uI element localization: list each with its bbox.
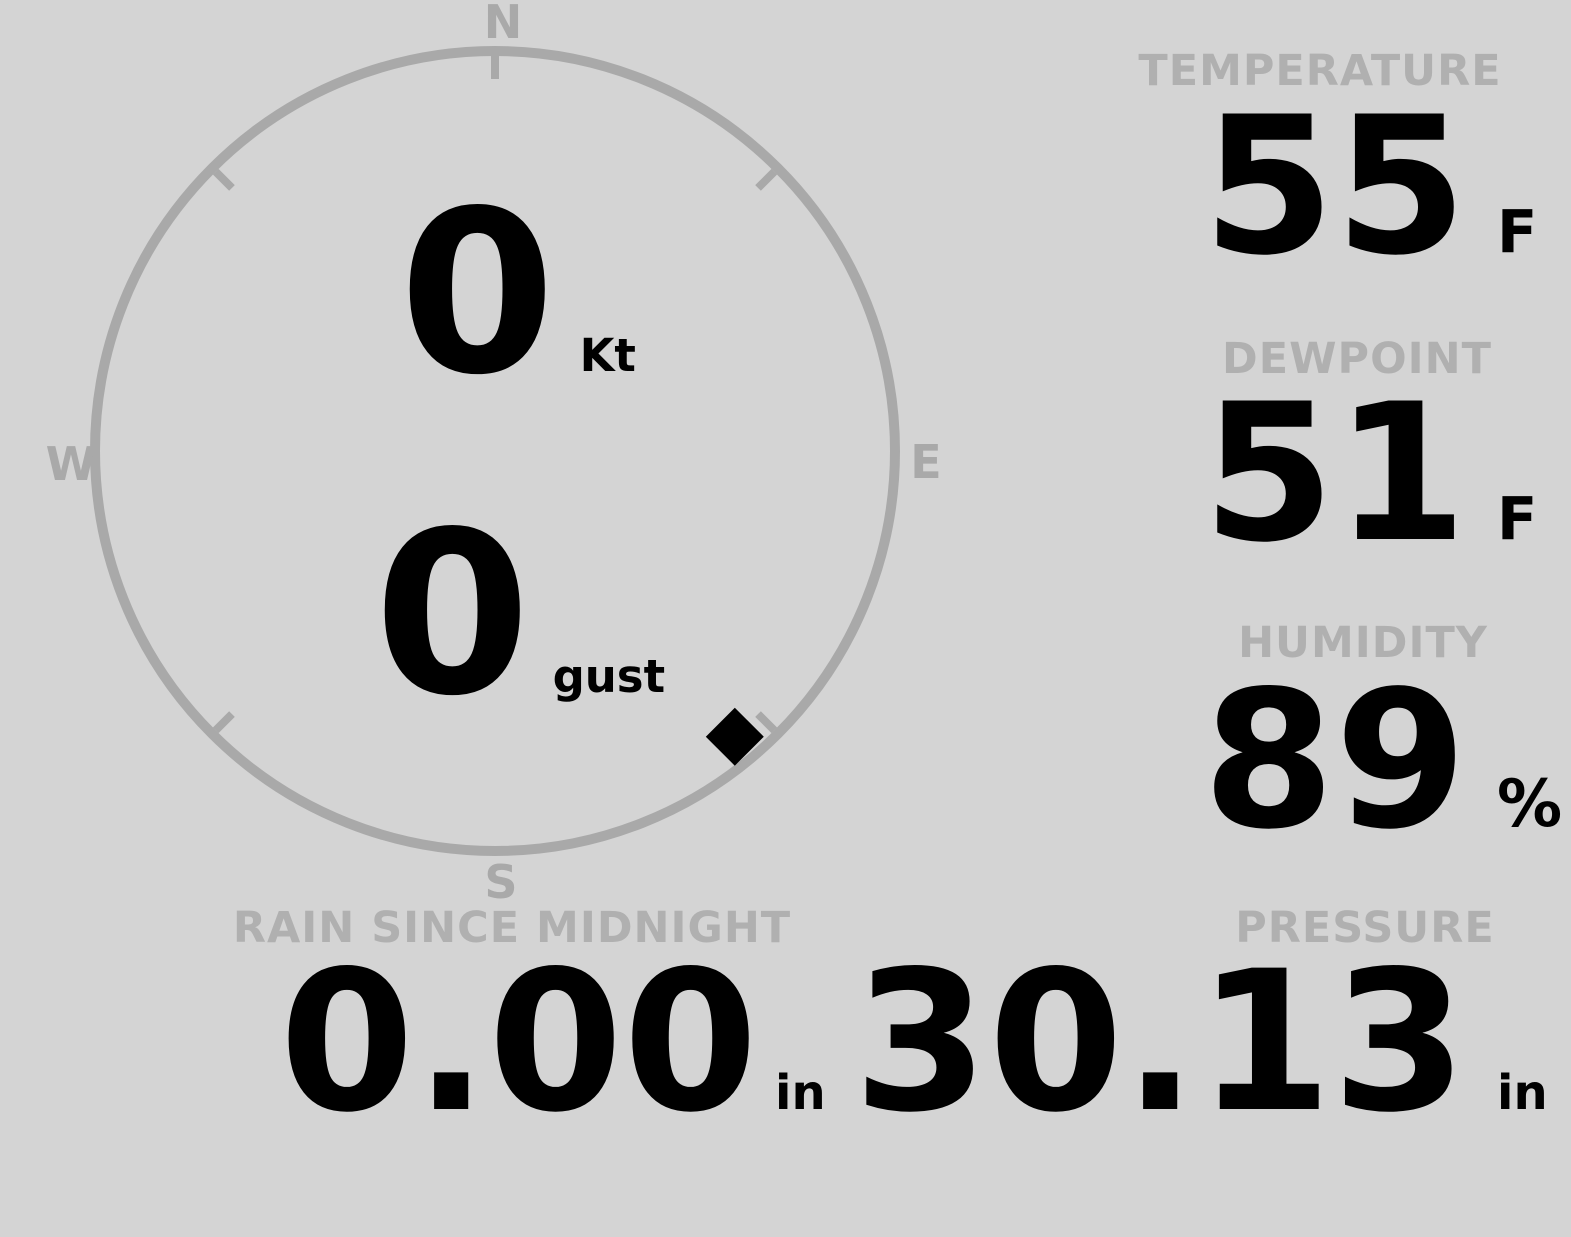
compass-label-north: N bbox=[483, 0, 523, 49]
compass-tick-nw bbox=[212, 168, 235, 191]
pressure-label: PRESSURE bbox=[1235, 903, 1495, 953]
wind-gust-value: 0 bbox=[374, 484, 531, 746]
compass-tick-ne bbox=[755, 168, 778, 191]
temperature-readout: 55 F bbox=[1203, 92, 1557, 282]
rain-label: RAIN SINCE MIDNIGHT bbox=[232, 903, 792, 953]
wind-speed-readout: 0 Kt bbox=[399, 182, 636, 407]
wind-gust-readout: 0 gust bbox=[374, 503, 665, 728]
wind-speed-value: 0 bbox=[399, 163, 556, 425]
pressure-readout: 30.13 in bbox=[853, 945, 1557, 1139]
rain-readout: 0.00 in bbox=[279, 945, 825, 1139]
rain-unit: in bbox=[775, 1065, 826, 1121]
wind-direction-marker bbox=[705, 707, 764, 766]
humidity-unit: % bbox=[1497, 767, 1563, 842]
dewpoint-value: 51 bbox=[1202, 363, 1467, 584]
temperature-unit: F bbox=[1497, 197, 1538, 266]
humidity-label: HUMIDITY bbox=[1238, 618, 1488, 668]
pressure-unit: in bbox=[1497, 1065, 1548, 1121]
temperature-label: TEMPERATURE bbox=[1138, 46, 1502, 96]
pressure-value: 30.13 bbox=[853, 929, 1467, 1155]
rain-value: 0.00 bbox=[279, 929, 758, 1155]
compass-circle bbox=[90, 46, 900, 856]
wind-speed-unit: Kt bbox=[579, 329, 636, 382]
dewpoint-readout: 51 F bbox=[1203, 379, 1557, 569]
temperature-value: 55 bbox=[1202, 76, 1467, 297]
compass-tick-se bbox=[755, 711, 778, 734]
wind-gust-unit: gust bbox=[552, 650, 666, 703]
compass-label-east: E bbox=[910, 435, 942, 489]
compass-tick-sw bbox=[212, 711, 235, 734]
dewpoint-unit: F bbox=[1497, 484, 1538, 553]
humidity-value: 89 bbox=[1202, 650, 1467, 871]
humidity-readout: 89 % bbox=[1202, 650, 1563, 871]
compass-ticks bbox=[212, 56, 778, 734]
compass-label-south: S bbox=[484, 855, 518, 909]
dewpoint-label: DEWPOINT bbox=[1222, 334, 1492, 384]
compass-label-west: W bbox=[45, 437, 97, 491]
